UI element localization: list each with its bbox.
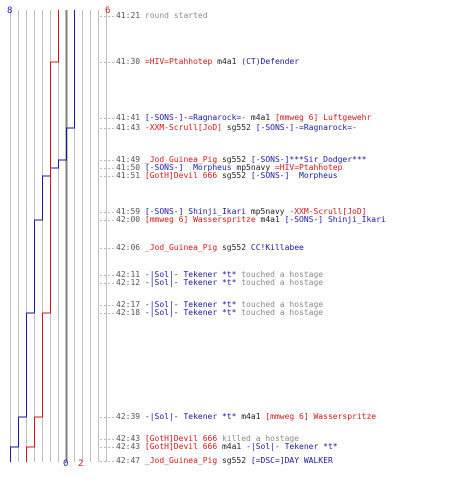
player-name: [-SONS-]-=Ragnarock=-	[255, 123, 357, 132]
player-name: =HIV=Ptahhotep	[274, 163, 343, 172]
event-row: 42:12 -|Sol|- Tekener *t* touched a host…	[116, 278, 323, 288]
event-row: 42:39 -|Sol|- Tekener *t* m4a1 [mmweg 6]…	[116, 412, 376, 422]
player-name: [mmweg 6] Wasserspritze	[144, 215, 256, 224]
weapon-name: sg552	[217, 456, 251, 465]
event-row: 41:49 _Jod_Guinea_Pig sg552 [-SONS-]***S…	[116, 155, 366, 165]
red-team-score-line	[26, 10, 59, 462]
event-row: 41:50 [-SONS-] Morpheus mp5navy =HIV=Pta…	[116, 163, 342, 173]
event-time: 41:21	[116, 11, 145, 20]
player-name: [=DSC=]DAY WALKER	[250, 456, 333, 465]
event-time: 41:30	[116, 57, 145, 66]
event-time: 42:39	[116, 412, 145, 421]
event-time: 41:59	[116, 207, 145, 216]
event-time: 42:43	[116, 434, 145, 443]
event-row: 41:41 [-SONS-]-=Ragnarock=- m4a1 [mmweg …	[116, 113, 371, 123]
event-description: touched a hostage	[236, 308, 324, 317]
blue-team-score-line	[10, 10, 75, 462]
blue-start-score: 8	[7, 6, 13, 16]
event-row: 41:51 [GotH]Devil 666 sg552 [-SONS-] Mor…	[116, 171, 338, 181]
player-name: [-SONS-] Morpheus	[144, 163, 232, 172]
event-description: touched a hostage	[236, 270, 324, 279]
weapon-name: sg552	[217, 243, 251, 252]
player-name: [mmweg 6] Luftgewehr	[274, 113, 372, 122]
event-row: 41:30 =HIV=Ptahhotep m4a1 (CT)Defender	[116, 57, 299, 67]
player-name: (CT)Defender	[241, 57, 300, 66]
player-name: CC!Killabee	[250, 243, 304, 252]
event-time: 42:43	[116, 442, 145, 451]
player-name: _Jod_Guinea_Pig	[144, 243, 218, 252]
player-name: -|Sol|- Tekener *t*	[144, 300, 237, 309]
player-name: [-SONS-]-=Ragnarock=-	[144, 113, 247, 122]
player-name: [GotH]Devil 666	[144, 434, 218, 443]
player-name: -XXM-Scrull[JoD]	[144, 123, 222, 132]
player-name: -|Sol|- Tekener *t*	[144, 270, 237, 279]
event-time: 41:50	[116, 163, 145, 172]
event-description: touched a hostage	[236, 300, 324, 309]
event-description: killed a hostage	[217, 434, 300, 443]
blue-end-score: 0	[63, 459, 69, 469]
weapon-name: m4a1	[255, 215, 285, 224]
event-row: 41:59 [-SONS-] Shinji_Ikari mp5navy -XXM…	[116, 207, 366, 217]
weapon-name: m4a1	[217, 442, 247, 451]
player-name: -|Sol|- Tekener *t*	[246, 442, 338, 451]
event-row: 42:18 -|Sol|- Tekener *t* touched a host…	[116, 308, 323, 318]
event-row: 42:17 -|Sol|- Tekener *t* touched a host…	[116, 300, 323, 310]
weapon-name: m4a1	[212, 57, 242, 66]
event-time: 41:49	[116, 155, 145, 164]
event-time: 41:43	[116, 123, 145, 132]
player-name: [-SONS-] Morpheus	[250, 171, 338, 180]
weapon-name: m4a1	[236, 412, 266, 421]
player-name: -|Sol|- Tekener *t*	[144, 308, 237, 317]
event-row: 42:11 -|Sol|- Tekener *t* touched a host…	[116, 270, 323, 280]
weapon-name: m4a1	[246, 113, 275, 122]
weapon-name: sg552	[217, 171, 251, 180]
player-name: [-SONS-]***Sir_Dodger***	[250, 155, 367, 164]
event-time: 41:41	[116, 113, 145, 122]
event-row: 41:21 round started	[116, 11, 208, 21]
event-row: 42:43 [GotH]Devil 666 killed a hostage	[116, 434, 299, 444]
event-time: 41:51	[116, 171, 145, 180]
weapon-name: sg552	[217, 155, 251, 164]
event-description: round started	[144, 11, 208, 20]
player-name: [-SONS-] Shinji_Ikari	[144, 207, 247, 216]
player-name: _Jod_Guinea_Pig	[144, 456, 218, 465]
player-name: -XXM-Scrull[JoD]	[289, 207, 367, 216]
weapon-name: mp5navy	[231, 163, 275, 172]
event-row: 42:06 _Jod_Guinea_Pig sg552 CC!Killabee	[116, 243, 304, 253]
event-time: 42:12	[116, 278, 145, 287]
event-row: 42:00 [mmweg 6] Wasserspritze m4a1 [-SON…	[116, 215, 386, 225]
event-time: 42:11	[116, 270, 145, 279]
event-row: 42:43 [GotH]Devil 666 m4a1 -|Sol|- Teken…	[116, 442, 338, 452]
event-time: 42:18	[116, 308, 145, 317]
player-name: -|Sol|- Tekener *t*	[144, 412, 237, 421]
player-name: [GotH]Devil 666	[144, 171, 218, 180]
red-end-score: 2	[78, 459, 84, 469]
player-name: [mmweg 6] Wasserspritze	[265, 412, 377, 421]
weapon-name: sg552	[221, 123, 256, 132]
player-name: [-SONS-] Shinji_Ikari	[284, 215, 386, 224]
event-row: 42:47 _Jod_Guinea_Pig sg552 [=DSC=]DAY W…	[116, 456, 333, 466]
player-name: _Jod_Guinea_Pig	[144, 155, 218, 164]
event-time: 42:06	[116, 243, 145, 252]
event-time: 42:00	[116, 215, 145, 224]
player-name: -|Sol|- Tekener *t*	[144, 278, 237, 287]
event-time: 42:17	[116, 300, 145, 309]
event-time: 42:47	[116, 456, 145, 465]
event-description: touched a hostage	[236, 278, 324, 287]
weapon-name: mp5navy	[246, 207, 290, 216]
red-start-score: 6	[105, 6, 111, 16]
event-row: 41:43 -XXM-Scrull[JoD] sg552 [-SONS-]-=R…	[116, 123, 357, 133]
player-name: [GotH]Devil 666	[144, 442, 218, 451]
player-name: =HIV=Ptahhotep	[144, 57, 213, 66]
